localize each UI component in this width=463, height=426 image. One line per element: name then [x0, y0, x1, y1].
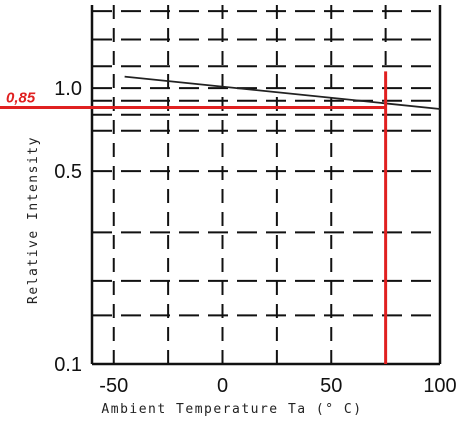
- annotation-label: 0,85: [6, 90, 36, 107]
- annotation-group: 0,85: [0, 71, 388, 364]
- y-tick-0.1: 0.1: [54, 354, 82, 376]
- x-tick-50: 50: [320, 375, 342, 397]
- x-tick-0: 0: [217, 375, 228, 397]
- x-tick-minus50: -50: [99, 375, 128, 397]
- series-line-0: [124, 75, 441, 110]
- y-axis-label: Relative Intensity: [26, 136, 41, 304]
- grid: [90, 5, 442, 366]
- x-tick-100: 100: [423, 375, 456, 397]
- tick-labels: -50 0 50 100 1.0 0.5 0.1: [54, 78, 457, 397]
- x-axis-label: Ambient Temperature Ta (° C): [101, 402, 362, 417]
- series-group: [124, 75, 441, 110]
- y-tick-1.0: 1.0: [54, 78, 82, 100]
- y-tick-0.5: 0.5: [54, 161, 82, 183]
